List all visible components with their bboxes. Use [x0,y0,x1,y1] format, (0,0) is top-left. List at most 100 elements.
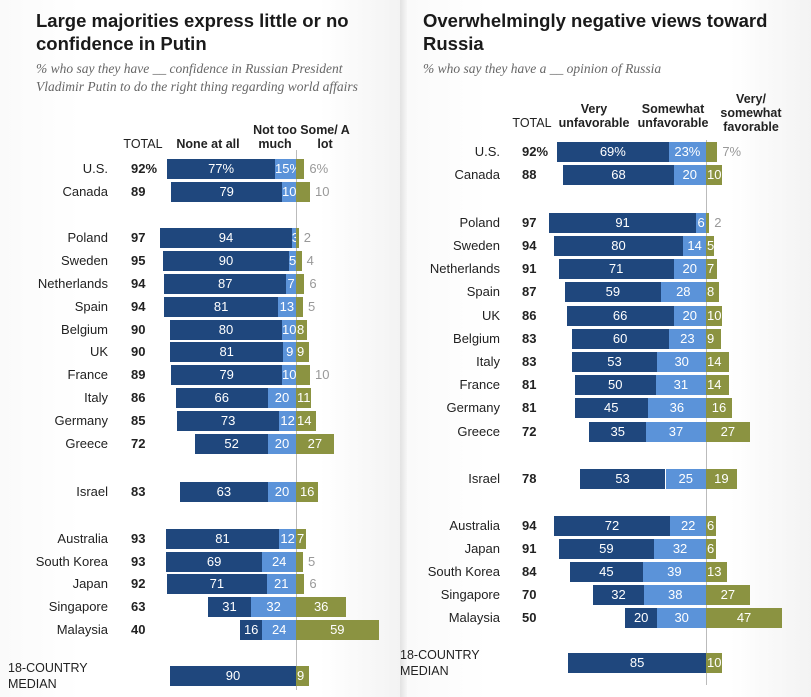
total-value: 86 [131,390,146,405]
bar-segment-some-a-lot [296,181,310,202]
bar-segment-very-somewhat-favorable: 16 [706,398,732,419]
country-label: Malaysia [56,622,108,637]
total-value: 70 [522,587,537,603]
bar-segment-very-unfavorable: 69% [556,142,669,162]
country-label: South Korea [427,563,500,579]
country-label: U.S. [82,161,108,176]
total-value: 72 [131,435,146,451]
country-label: Spain [466,284,500,300]
bar-segment-very-somewhat-favorable: 27 [706,585,750,606]
left-header-some: Some/ A lot [300,123,350,151]
bar-segment-very-somewhat-favorable: 9 [706,328,721,349]
bar-segment-some-a-lot: 11 [296,388,312,408]
total-value: 87 [522,284,537,300]
outside-value-label: 10 [315,367,330,383]
bar-segment-very-unfavorable: 91 [548,212,697,233]
total-value: 84 [522,563,537,579]
bar-segment-none-at-all: 66 [175,388,268,408]
bar-segment-none-at-all: 52 [195,433,268,454]
total-value: 93 [131,530,146,546]
bar-segment-very-unfavorable: 59 [565,282,661,303]
total-value: 91 [522,261,537,277]
right-header-somewhat-unfav: Somewhat unfavorable [637,102,709,130]
total-value: 89 [131,367,146,383]
bar-segment-somewhat-unfavorable: 20 [673,259,706,280]
bar-segment-not-too-much: 7 [286,274,296,294]
bar-segment-not-too-much: 20 [268,482,296,503]
bar-segment-very-somewhat-favorable: 6 [706,515,716,536]
bar-segment-not-too-much: 21 [266,574,296,595]
bar-segment-somewhat-unfavorable: 23% [668,142,706,162]
bar-segment-very-somewhat-favorable [706,212,710,233]
country-label: Canada [62,183,108,199]
country-label: South Korea [35,553,108,569]
bar-segment-very-unfavorable: 80 [553,235,684,256]
total-value: 78 [522,471,537,486]
country-label: UK [481,307,500,323]
bar-segment-very-unfavorable: 72 [553,515,671,536]
bar-segment-somewhat-unfavorable: 23 [668,328,706,349]
total-value: 72 [522,423,537,439]
total-value: 88 [522,167,537,183]
country-label: Spain [74,298,108,314]
bar-segment-very-somewhat-favorable: 47 [706,608,783,629]
bar-segment-some-a-lot: 14 [296,410,316,431]
country-label: 18-COUNTRY MEDIAN [8,660,88,691]
outside-value-label: 6 [309,276,317,291]
country-label: Poland [67,230,108,246]
bar-segment-not-too-much: 10 [282,181,296,202]
bar-segment-somewhat-unfavorable: 6 [696,212,706,233]
right-header-total: TOTAL [512,116,552,130]
bar-segment-very-somewhat-favorable: 7 [706,259,718,280]
bar-segment-not-too-much: 32 [251,597,296,618]
bar-segment-none-at-all: 71 [167,574,267,595]
bar-segment-some-a-lot: 27 [296,433,334,454]
right-header-very-unfav: Very unfavorable [558,102,630,130]
bar-segment-none-at-all: 81 [165,528,280,549]
total-value: 86 [522,307,537,323]
bar-segment-none-at-all: 81 [164,296,278,317]
bar-segment-very-somewhat-favorable: 13 [706,561,728,582]
bar-segment-not-too-much: 24 [262,620,296,640]
outside-value-label: 5 [308,553,316,569]
bar-segment-very-somewhat-favorable: 10 [706,305,723,326]
outside-value-label: 6 [309,576,317,592]
bar-segment-somewhat-unfavorable: 20 [673,305,706,326]
country-label: Israel [468,471,500,486]
country-label: 18-COUNTRY MEDIAN [400,647,480,678]
country-label: Canada [454,167,500,183]
country-label: Australia [449,517,500,533]
bar-segment-not-too-much: 3 [291,228,299,249]
bar-segment-very-unfavorable: 45 [569,561,643,582]
country-label: Belgium [453,330,500,346]
country-label: Sweden [453,237,500,253]
bar-segment-none-at-all: 63 [179,482,268,503]
country-label: Belgium [61,321,108,337]
bar-segment-none-at-all: 90 [170,665,296,686]
bar-segment-none-at-all: 87 [164,274,287,294]
left-header-none: None at all [176,137,240,151]
bar-segment-not-too-much: 10 [282,365,296,386]
country-label: Greece [65,435,108,451]
bar-segment-very-unfavorable: 68 [563,165,674,186]
total-value: 94 [131,298,146,314]
total-value: 94 [522,237,537,253]
outside-value-label: 10 [315,183,330,199]
bar-segment-somewhat-unfavorable: 20 [673,165,706,186]
bar-segment-very-somewhat-favorable: 27 [706,421,750,442]
bar-segment-none-at-all: 31 [207,597,252,618]
total-value: 97 [522,214,537,230]
total-value: 94 [522,517,537,533]
total-value: 83 [131,484,146,500]
country-label: Italy [84,390,108,405]
bar-segment-very-somewhat-favorable [706,142,718,162]
bar-segment-none-at-all: 80 [170,319,282,340]
bar-segment-some-a-lot [296,159,305,179]
bar-segment-very-unfavorable: 53 [571,351,658,372]
bar-segment-some-a-lot: 7 [296,528,306,549]
bar-segment-somewhat-unfavorable: 37 [646,421,706,442]
bar-segment-none-at-all: 90 [163,251,289,272]
bar-segment-very-unfavorable: 53 [579,469,666,489]
bar-segment-not-too-much: 10 [282,319,296,340]
outside-value-label: 7% [722,144,742,159]
